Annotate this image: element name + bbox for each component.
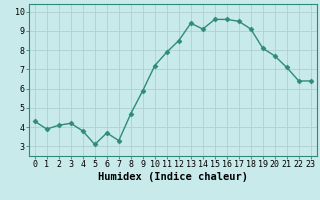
X-axis label: Humidex (Indice chaleur): Humidex (Indice chaleur) xyxy=(98,172,248,182)
